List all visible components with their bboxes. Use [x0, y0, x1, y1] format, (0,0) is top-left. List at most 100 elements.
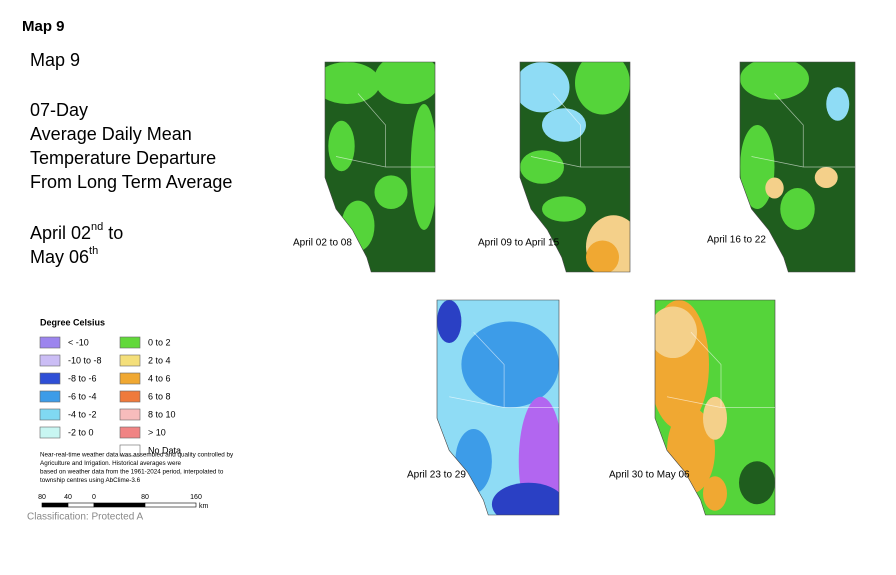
date-start-sup: nd [91, 221, 103, 233]
legend-note: based on weather data from the 1961-2024… [40, 469, 224, 476]
header-title: Map 9 [22, 18, 65, 35]
map-region [325, 62, 380, 104]
map-region [461, 321, 559, 408]
legend-label: 0 to 2 [148, 337, 171, 347]
map-caption: April 23 to 29 [407, 470, 466, 481]
legend-label: No Data [148, 445, 181, 455]
map-outline [436, 299, 560, 516]
map-outline [519, 61, 631, 273]
legend-swatch [39, 426, 61, 439]
scale-label: 80 [141, 494, 149, 501]
date-end: May 06 [30, 247, 89, 267]
legend-note: Near-real-time weather data was assemble… [40, 452, 234, 459]
map [436, 299, 560, 516]
legend-label: -4 to -2 [68, 409, 97, 419]
map-region [520, 150, 564, 184]
scale-segment [67, 502, 95, 508]
map-outline [324, 61, 436, 273]
scale-label: 0 [92, 494, 96, 501]
map-region [739, 461, 775, 505]
legend-swatch [119, 372, 141, 385]
map-region [542, 108, 586, 142]
legend-label: -10 to -8 [68, 355, 102, 365]
map-region [765, 177, 784, 199]
map [324, 61, 436, 273]
map-region [455, 429, 492, 494]
date-range-line1: April 02nd to [30, 221, 123, 243]
map-region [575, 62, 630, 115]
region-boundary [666, 332, 775, 408]
scale-label: 80 [38, 494, 46, 501]
region-boundary [751, 93, 855, 168]
map-region [814, 167, 838, 188]
map-caption: April 16 to 22 [707, 235, 766, 246]
legend-label: -2 to 0 [68, 427, 94, 437]
legend-swatch [119, 426, 141, 439]
map-caption: April 30 to May 06 [609, 470, 690, 481]
map-region [520, 62, 570, 113]
date-start: April 02 [30, 223, 91, 243]
legend-swatch [39, 408, 61, 421]
map-region [491, 482, 559, 515]
slide-title: Map 9 [30, 50, 80, 70]
legend-swatch [119, 390, 141, 403]
map-region [703, 396, 727, 440]
legend-note: township centres using AbClime-3.6 [40, 477, 141, 484]
scale-unit: km [199, 503, 209, 510]
region-boundary [530, 93, 630, 168]
scale-segment [144, 502, 197, 508]
subtitle-line: 07-Day [30, 100, 88, 120]
map-region [740, 62, 809, 100]
date-joiner: to [103, 223, 123, 243]
legend-swatch [119, 336, 141, 349]
map-region [437, 300, 462, 343]
legend-swatch [119, 408, 141, 421]
map-region [328, 120, 355, 172]
subtitle-line: Average Daily Mean [30, 124, 192, 144]
subtitle-line: Temperature Departure [30, 148, 216, 168]
legend-note: Agriculture and Irrigation. Historical a… [40, 460, 182, 467]
legend-label: -8 to -6 [68, 373, 97, 383]
legend-swatch [39, 372, 61, 385]
legend-swatch [119, 354, 141, 367]
legend-swatch [39, 336, 61, 349]
legend-label: 6 to 8 [148, 391, 171, 401]
legend-swatch [119, 444, 141, 457]
legend-label: > 10 [148, 427, 166, 437]
subtitle-line: From Long Term Average [30, 172, 232, 192]
region-boundary [449, 332, 559, 408]
map-region [826, 87, 850, 121]
legend-label: 8 to 10 [148, 409, 176, 419]
scale-label: 160 [190, 494, 202, 501]
map-outline [739, 61, 856, 273]
map-region [703, 476, 727, 511]
date-end-sup: th [89, 245, 98, 257]
map-region [655, 306, 697, 359]
scale-label: 40 [64, 494, 72, 501]
legend-label: 4 to 6 [148, 373, 171, 383]
map-caption: April 02 to 08 [293, 238, 352, 249]
map-fill [437, 300, 559, 515]
legend-label: -6 to -4 [68, 391, 97, 401]
legend-label: 2 to 4 [148, 355, 171, 365]
region-boundary [335, 93, 435, 168]
map-region [586, 240, 619, 272]
scale-segment [93, 502, 146, 508]
map-region [780, 188, 815, 230]
classification: Classification: Protected A [27, 512, 143, 523]
date-range-line2: May 06th [30, 245, 98, 267]
legend-swatch [39, 390, 61, 403]
map-outline [654, 299, 776, 516]
legend-title: Degree Celsius [40, 317, 105, 327]
map-region [374, 175, 408, 209]
legend-label: < -10 [68, 337, 89, 347]
map-caption: April 09 to April 15 [478, 238, 560, 249]
map-region [374, 62, 435, 104]
map [654, 299, 776, 516]
map-fill [325, 62, 435, 272]
scale-segment [41, 502, 69, 508]
map-region [542, 196, 586, 222]
legend-swatch [39, 354, 61, 367]
